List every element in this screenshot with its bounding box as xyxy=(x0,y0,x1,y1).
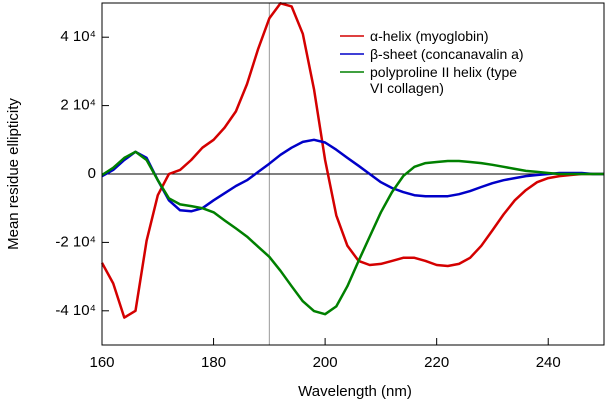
y-tick-label: -2 10⁴ xyxy=(55,233,96,250)
legend-label: β-sheet (concanavalin a) xyxy=(370,46,524,62)
series-line xyxy=(100,2,604,319)
x-tick-label: 160 xyxy=(89,354,114,371)
x-tick-label: 220 xyxy=(424,354,449,371)
y-tick-label: 0 xyxy=(88,165,96,182)
plot-frame xyxy=(101,2,605,346)
y-axis-label: Mean residue ellipticity xyxy=(5,98,22,250)
x-tick-label: 240 xyxy=(536,354,561,371)
series-line xyxy=(101,150,604,316)
series-line xyxy=(101,138,604,213)
x-tick-label: 180 xyxy=(201,354,226,371)
y-tick-label: 2 10⁴ xyxy=(60,97,96,114)
x-axis-label: Wavelength (nm) xyxy=(298,383,412,400)
legend-label: polyproline II helix (type VI collagen) xyxy=(370,64,518,96)
legend-label: α-helix (myoglobin) xyxy=(370,28,489,44)
x-tick-label: 200 xyxy=(313,354,338,371)
y-tick-label: 4 10⁴ xyxy=(60,28,96,45)
y-tick-label: -4 10⁴ xyxy=(55,302,96,319)
